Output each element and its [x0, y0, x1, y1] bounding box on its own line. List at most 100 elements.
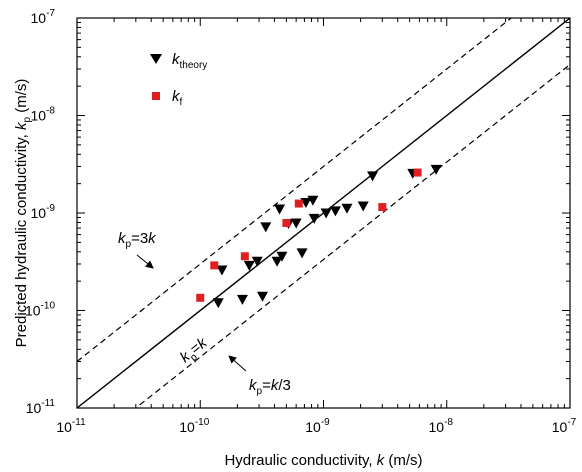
y-tick-label-base: 10 [31, 10, 47, 26]
annotation-kp-k3-arrow [228, 355, 247, 372]
ktheory-point [251, 256, 263, 267]
kf-point [196, 293, 205, 302]
x-tick-label-exponent: -9 [321, 417, 330, 428]
x-tick-label: 10-10 [179, 417, 209, 435]
x-tick-label: 10-8 [429, 417, 454, 435]
x-axis-label-variable: k [377, 452, 386, 469]
y-axis-label-subscript: p [22, 117, 33, 123]
x-tick-label-base: 10 [305, 419, 321, 435]
y-tick-label: 10-10 [25, 301, 55, 319]
annotation-kp-k3-var2: k [271, 377, 280, 394]
annotation-kp-3k-var2: k [148, 230, 157, 247]
x-tick-label-exponent: -10 [195, 417, 210, 428]
ktheory-point [300, 198, 312, 209]
y-tick-label: 10-7 [31, 8, 56, 26]
legend-marker-ktheory [150, 54, 162, 64]
legend-label-kf-sub: f [180, 97, 183, 108]
annotation-kp-k3-eq: = [262, 377, 271, 394]
annotation-kp-3k-text: kp=3k [118, 230, 157, 250]
annotation-kp-k3-var: k [249, 377, 258, 394]
ktheory-point [341, 203, 353, 214]
x-axis-label-prefix: Hydraulic conductivity, [224, 452, 376, 469]
y-tick-label-exponent: -7 [46, 8, 55, 19]
x-axis-label: Hydraulic conductivity, k (m/s) [224, 452, 422, 469]
annotation-kp-k-text: kp=k [177, 333, 214, 368]
legend-label-kf-var: k [172, 88, 181, 105]
ktheory-point [274, 204, 286, 215]
y-tick-label: 10-11 [26, 398, 56, 416]
legend-marker-kf [152, 92, 160, 100]
y-tick-label: 10-9 [31, 203, 56, 221]
ktheory-point [216, 265, 228, 276]
legend: ktheory kf [150, 51, 207, 108]
y-tick-label-exponent: -9 [46, 203, 55, 214]
ktheory-point [367, 171, 379, 182]
x-tick-label-base: 10 [56, 419, 72, 435]
legend-label-ktheory-sub: theory [180, 60, 208, 71]
ktheory-point [212, 298, 224, 309]
y-tick-label-base: 10 [31, 108, 47, 124]
annotation-kp-k3-sub: p [257, 386, 263, 397]
kf-point [240, 252, 249, 261]
x-tick-label-exponent: -11 [72, 417, 86, 428]
annotation-kp-3k-arrow [136, 254, 154, 269]
ktheory-point [290, 218, 302, 229]
x-tick-label: 10-11 [56, 417, 86, 435]
y-axis-label: Predicted hydraulic conductivity, kp (m/… [13, 79, 33, 348]
ktheory-point [236, 294, 248, 305]
y-tick-label-exponent: -10 [41, 301, 56, 312]
y-axis-label-variable: k [13, 121, 30, 130]
legend-label-ktheory: ktheory [172, 51, 207, 71]
annotation-kp-k3: kp=k/3 [228, 355, 291, 397]
x-tick-label-base: 10 [429, 419, 445, 435]
y-tick-label-exponent: -11 [41, 398, 55, 409]
y-tick-label-base: 10 [25, 303, 41, 319]
ktheory-point [357, 201, 369, 212]
annotation-kp-3k-sub: p [126, 239, 132, 250]
x-tick-label-exponent: -8 [444, 417, 453, 428]
ktheory-point [320, 208, 332, 219]
y-tick-label-base: 10 [31, 205, 47, 221]
legend-label-kf: kf [172, 88, 183, 108]
ref-line-2 [134, 64, 570, 408]
ktheory-point [296, 248, 308, 259]
ktheory-point [276, 251, 288, 262]
data-points [196, 164, 442, 309]
ktheory-point [308, 213, 320, 224]
annotation-kp-3k-var: k [118, 230, 127, 247]
reference-lines [77, 18, 570, 408]
annotation-kp-k: kp=k [177, 333, 214, 368]
y-axis-label-prefix: Predicted hydraulic conductivity, [13, 130, 30, 347]
kf-point [294, 199, 303, 208]
ref-line-1 [77, 18, 513, 362]
ktheory-point [430, 164, 442, 175]
y-tick-label-base: 10 [26, 400, 42, 416]
ktheory-point [260, 222, 272, 233]
annotation-kp-k-sub: p [188, 351, 200, 363]
annotation-kp-3k: kp=3k [118, 230, 157, 269]
ktheory-point [329, 206, 341, 217]
kf-point [413, 168, 422, 177]
x-tick-label-base: 10 [552, 419, 568, 435]
kf-point [378, 203, 387, 212]
ktheory-point [271, 256, 283, 267]
y-tick-label: 10-8 [31, 106, 56, 124]
x-tick-label-base: 10 [179, 419, 195, 435]
x-axis-label-unit: (m/s) [384, 452, 422, 469]
x-tick-label-exponent: -7 [567, 417, 576, 428]
x-tick-label: 10-9 [305, 417, 330, 435]
ktheory-point [243, 260, 255, 271]
annotation-kp-k3-tail: /3 [278, 377, 291, 394]
annotation-kp-k3-text: kp=k/3 [249, 377, 291, 397]
x-axis: 10-11 10-10 10-9 10-8 10-7 [56, 18, 577, 435]
kf-point [210, 261, 219, 270]
x-tick-label: 10-7 [552, 417, 577, 435]
legend-label-ktheory-var: k [172, 51, 181, 68]
ktheory-point [307, 195, 319, 206]
y-tick-label-exponent: -8 [46, 106, 55, 117]
annotation-kp-3k-eq: =3 [131, 230, 148, 247]
ktheory-point [257, 291, 269, 302]
y-axis-label-unit: (m/s) [13, 79, 30, 117]
